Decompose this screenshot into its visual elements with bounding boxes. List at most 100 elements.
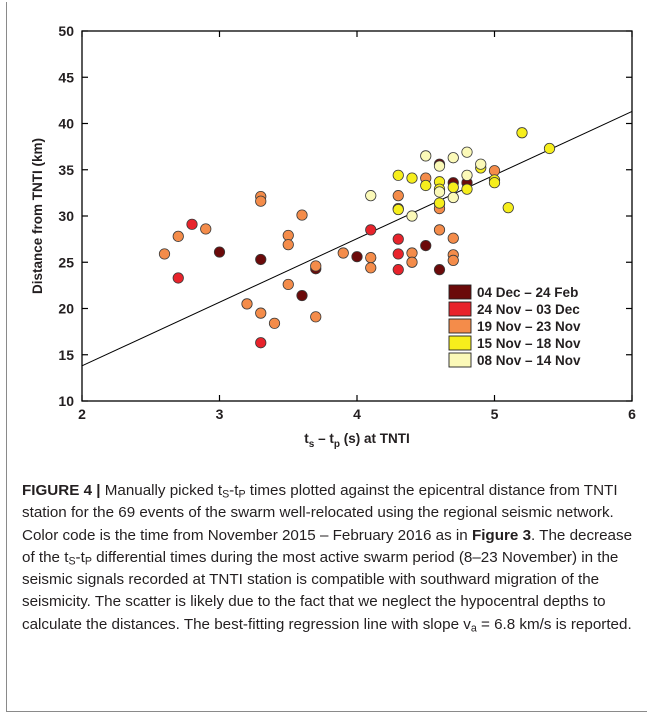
legend-swatch (448, 284, 472, 300)
data-point (310, 260, 322, 272)
data-point (447, 254, 459, 266)
data-point (433, 186, 446, 198)
x-axis-label-part: t (304, 431, 309, 446)
x-tick-label: 2 (78, 406, 86, 422)
data-point (282, 239, 294, 251)
data-point (488, 165, 501, 177)
data-point (392, 264, 404, 276)
x-axis-label: ts – tp (s) at TNTI (304, 431, 409, 450)
y-tick-label: 15 (58, 347, 74, 363)
x-axis-label-sub: s (309, 439, 315, 450)
data-point (516, 127, 528, 139)
data-point (502, 202, 514, 214)
data-point (406, 247, 418, 259)
figure-frame (6, 2, 647, 712)
data-point (433, 264, 446, 276)
x-tick-label: 5 (491, 406, 499, 422)
data-point (447, 232, 459, 244)
data-point (488, 177, 501, 189)
caption-text: differential times during the most activ… (22, 548, 619, 633)
data-point (255, 337, 267, 349)
data-point (406, 210, 418, 222)
data-point (365, 252, 377, 264)
x-tick-label: 3 (216, 406, 224, 422)
regression-line (81, 111, 633, 367)
data-point (282, 229, 294, 242)
y-tick-label: 20 (58, 301, 74, 317)
data-point (296, 289, 308, 302)
caption-sub: S (68, 555, 76, 568)
data-point (186, 218, 198, 230)
y-tick-label: 50 (58, 23, 74, 39)
x-axis-label-part: (s) at TNTI (340, 431, 410, 446)
y-tick-label: 25 (58, 254, 74, 270)
legend-label: 19 Nov – 23 Nov (477, 319, 581, 334)
legend-swatch (448, 301, 472, 317)
data-point (543, 142, 556, 155)
data-point (461, 146, 473, 158)
caption-text: times plotted against the epicentral dis… (22, 482, 618, 544)
caption-label: FIGURE 4 | (22, 482, 101, 499)
data-point (255, 253, 267, 266)
legend-label: 04 Dec – 24 Feb (477, 285, 578, 300)
data-point (406, 256, 418, 268)
y-tick-label: 10 (58, 393, 74, 409)
legend-label: 08 Nov – 14 Nov (477, 353, 581, 368)
legend-swatch (448, 352, 472, 368)
data-point (392, 169, 404, 181)
data-point (158, 248, 171, 260)
caption-text: . The decrease of the t (22, 526, 633, 566)
data-point (213, 246, 226, 258)
data-point (255, 195, 267, 207)
data-point (200, 223, 212, 235)
caption-text: -t (229, 482, 239, 499)
data-point (365, 224, 377, 236)
figure-caption: FIGURE 4 | Manually picked tS-tP times p… (22, 480, 634, 636)
data-point (406, 172, 418, 184)
y-tick-label: 40 (58, 116, 74, 132)
data-point (172, 272, 184, 284)
data-point (392, 248, 404, 260)
caption-sub: a (470, 622, 477, 635)
data-point (365, 190, 377, 202)
data-point (420, 150, 432, 162)
caption-sub: S (222, 488, 230, 501)
caption-text: = 6.8 km/s is reported. (476, 615, 632, 633)
data-point (310, 311, 322, 323)
y-axis-label: Distance from TNTI (km) (30, 138, 45, 294)
data-point (433, 224, 446, 236)
data-point (461, 169, 473, 181)
y-tick-label: 45 (58, 69, 74, 85)
data-point (392, 203, 404, 216)
x-axis-label-part: – t (314, 431, 334, 446)
caption-sub: P (84, 555, 92, 568)
data-point (255, 307, 267, 319)
caption-text: Manually picked t (100, 482, 223, 499)
data-point (337, 247, 349, 259)
data-point (392, 233, 404, 245)
data-point (461, 183, 473, 195)
legend-label: 24 Nov – 03 Dec (477, 302, 580, 317)
data-point (282, 278, 294, 291)
x-tick-label: 6 (628, 406, 636, 422)
data-point (447, 191, 459, 204)
x-axis-label-sub: p (334, 439, 340, 450)
y-tick-label: 35 (58, 162, 74, 178)
data-point (420, 179, 432, 192)
data-point (172, 230, 184, 242)
data-point (447, 152, 459, 164)
legend-label: 15 Nov – 18 Nov (477, 336, 581, 351)
data-point (475, 158, 487, 170)
data-point (296, 209, 308, 221)
data-point (241, 298, 253, 310)
data-point (365, 262, 377, 274)
data-point (433, 197, 446, 209)
caption-figure-ref[interactable]: Figure 3 (471, 526, 532, 544)
legend-swatch (448, 318, 472, 334)
data-point (447, 181, 459, 193)
caption-sub: P (238, 488, 246, 501)
caption-text: -t (75, 548, 85, 566)
legend-swatch (448, 335, 472, 351)
data-point (351, 251, 363, 263)
